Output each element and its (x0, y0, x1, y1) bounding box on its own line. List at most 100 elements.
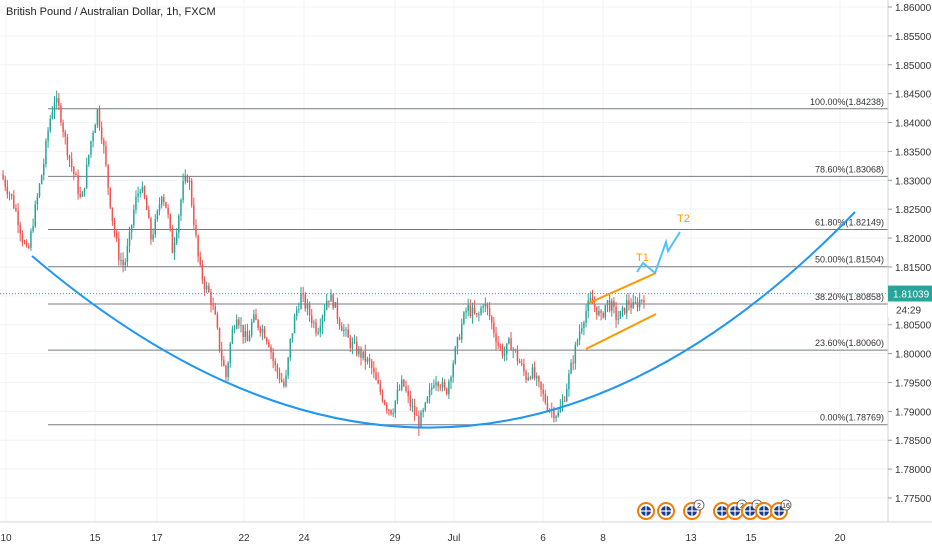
candle-body (317, 332, 319, 334)
channel-upper-line[interactable] (588, 272, 657, 304)
events-row[interactable]: 22316 (637, 499, 792, 520)
candle-body (10, 194, 13, 196)
candle-body (497, 342, 499, 346)
candle-body (473, 307, 476, 314)
candle-body (100, 127, 103, 141)
candle-body (167, 207, 169, 215)
candle-body (231, 329, 234, 344)
candle-body (394, 400, 397, 414)
candle-body (527, 377, 529, 381)
candle-body (542, 389, 544, 395)
candle-body (583, 322, 585, 329)
candle-body (516, 350, 519, 361)
candle-body (343, 329, 345, 332)
candle-body (306, 304, 309, 309)
candle-body (43, 164, 45, 176)
candle-body (88, 154, 90, 165)
chart-title: British Pound / Australian Dollar, 1h, F… (6, 6, 216, 18)
candle-body (568, 373, 570, 390)
y-tick-label: 1.78500 (895, 436, 932, 447)
candle-body (53, 102, 56, 113)
price-axis[interactable]: 1.86000 1.85500 1.85000 1.84500 1.84000 1.835… (887, 0, 932, 522)
candle-body (81, 192, 84, 197)
candle-body (21, 233, 24, 243)
candle-body (79, 193, 81, 197)
candle-body (60, 105, 62, 123)
candle-body (529, 377, 532, 379)
candle-body (160, 197, 163, 205)
candle-body (385, 404, 388, 410)
candle-body (193, 205, 195, 226)
candle-body (51, 112, 54, 119)
candle-body (182, 181, 184, 201)
candle-body (407, 391, 409, 397)
candle-body (422, 410, 424, 413)
candle-body (30, 231, 32, 248)
candle-body (608, 300, 611, 311)
candle-body (45, 141, 47, 165)
candle-body (96, 109, 99, 125)
candle-body (443, 381, 446, 389)
candle-body (47, 130, 49, 142)
x-tick-label: 13 (685, 533, 697, 544)
flag-event-au-4-icon[interactable] (755, 502, 773, 520)
fib-level-label: 0.00%(1.78769) (820, 413, 884, 423)
candle-body (332, 294, 334, 308)
candle-body (178, 215, 180, 233)
drawings[interactable]: T1 T2 (0, 211, 888, 429)
candle-body (216, 314, 219, 328)
candle-body (220, 349, 223, 361)
projection-path[interactable] (636, 231, 681, 275)
candle-body (141, 186, 144, 192)
candle-body (478, 314, 480, 316)
candle-body (70, 159, 73, 167)
candle-body (49, 118, 51, 131)
flag-event-gb-4-icon[interactable]: 16 (770, 499, 792, 520)
candle-body (379, 383, 382, 393)
y-tick-label: 1.84000 (895, 119, 932, 130)
candle-body (480, 307, 482, 315)
candle-body (190, 180, 193, 206)
time-axis[interactable]: 10 15 17 22 24 29 Jul 6 8 13 15 20 (0, 521, 932, 544)
fibonacci-retracement[interactable]: 100.00%(1.84238) 78.60%(1.83068) 61.80%(1.… (48, 97, 888, 426)
flag-event-au-icon[interactable] (657, 502, 675, 520)
candle-body (353, 341, 356, 343)
candle-body (92, 132, 94, 142)
x-tick-label: 17 (151, 533, 163, 544)
channel-lower-line[interactable] (585, 313, 657, 350)
candle-body (424, 402, 427, 411)
candle-body (173, 242, 176, 254)
candle-body (73, 166, 75, 174)
candle-body (433, 385, 435, 388)
flag-event-gb-2-icon[interactable]: 2 (683, 499, 705, 520)
event-badge (693, 499, 705, 511)
candle-body (55, 98, 58, 103)
y-tick-label: 1.77500 (895, 494, 932, 505)
flag-event-gb-icon[interactable] (637, 502, 655, 520)
y-tick-label: 1.85500 (895, 32, 932, 43)
rounding-bottom-curve[interactable] (31, 211, 856, 429)
candle-body (201, 264, 204, 280)
candle-body (506, 343, 508, 354)
candle-body (409, 396, 412, 407)
candle-body (163, 197, 165, 202)
candle-body (362, 351, 364, 358)
y-tick-label: 1.80500 (895, 321, 932, 332)
candle-body (103, 140, 105, 147)
candle-body (265, 338, 268, 342)
candle-body (475, 313, 478, 315)
candle-body (287, 357, 289, 376)
candle-body (64, 131, 66, 137)
candle-body (557, 412, 559, 417)
candle-body (340, 326, 343, 332)
candle-body (152, 234, 154, 240)
candle-body (328, 300, 330, 302)
candle-body (154, 219, 156, 235)
candle-body (133, 209, 135, 225)
candle-body (38, 184, 41, 197)
x-tick-label: 24 (298, 533, 310, 544)
y-tick-label: 1.81500 (895, 263, 932, 274)
candle-body (23, 242, 26, 243)
candle-body (17, 210, 19, 226)
